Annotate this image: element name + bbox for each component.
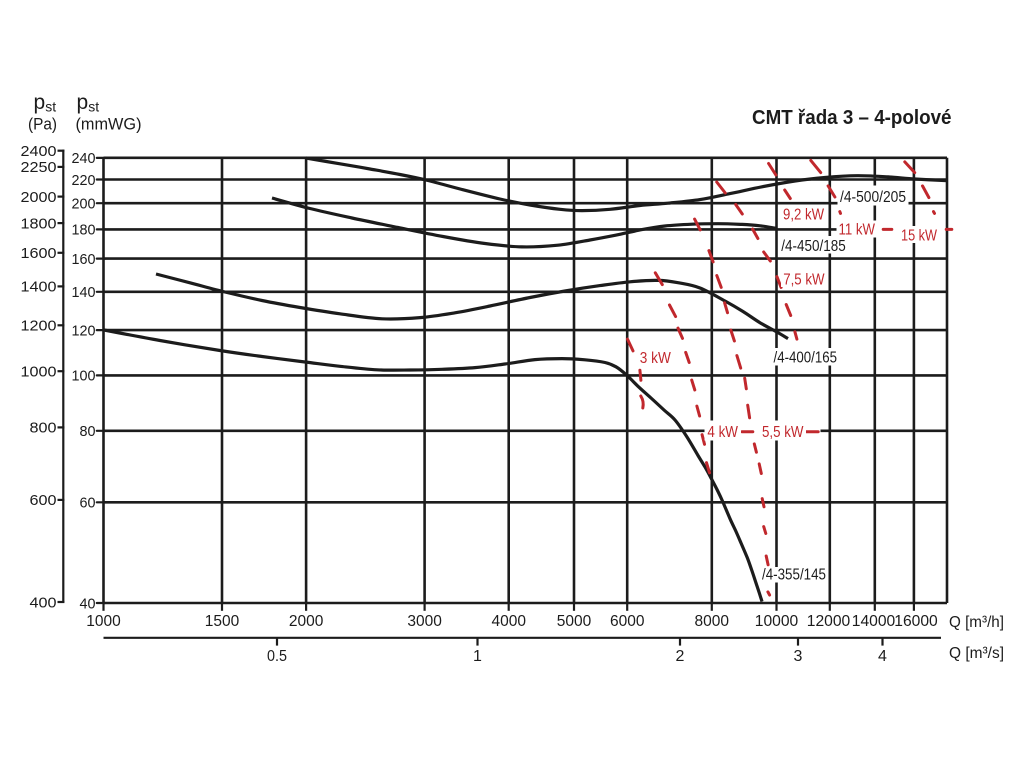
svg-text:3000: 3000 bbox=[407, 613, 442, 630]
svg-text:1400: 1400 bbox=[21, 279, 57, 296]
svg-text:3 kW: 3 kW bbox=[640, 350, 671, 367]
svg-text:/4-400/165: /4-400/165 bbox=[774, 350, 838, 367]
svg-text:6000: 6000 bbox=[610, 613, 645, 630]
svg-text:100: 100 bbox=[72, 368, 96, 385]
svg-text:400: 400 bbox=[30, 594, 57, 611]
svg-text:5000: 5000 bbox=[557, 613, 592, 630]
svg-text:1800: 1800 bbox=[21, 215, 57, 232]
svg-text:8000: 8000 bbox=[695, 613, 730, 630]
svg-text:0.5: 0.5 bbox=[267, 648, 287, 665]
svg-text:1500: 1500 bbox=[205, 613, 240, 630]
svg-text:/4-500/205: /4-500/205 bbox=[840, 189, 906, 206]
svg-text:80: 80 bbox=[80, 423, 96, 440]
svg-text:1: 1 bbox=[473, 648, 482, 665]
svg-text:200: 200 bbox=[72, 196, 96, 213]
svg-text:1000: 1000 bbox=[21, 364, 57, 381]
svg-text:2400: 2400 bbox=[21, 143, 57, 160]
svg-text:Q [m³/s]: Q [m³/s] bbox=[949, 645, 1004, 662]
svg-text:220: 220 bbox=[72, 172, 96, 189]
svg-text:16000: 16000 bbox=[894, 613, 938, 630]
svg-text:7,5 kW: 7,5 kW bbox=[783, 272, 825, 289]
svg-text:15 kW: 15 kW bbox=[901, 228, 937, 245]
svg-text:(Pa): (Pa) bbox=[28, 115, 57, 134]
svg-text:4 kW: 4 kW bbox=[707, 424, 738, 441]
svg-text:3: 3 bbox=[794, 648, 803, 665]
svg-text:1600: 1600 bbox=[21, 245, 57, 262]
svg-text:Q [m³/h]: Q [m³/h] bbox=[949, 614, 1004, 631]
svg-text:4: 4 bbox=[878, 648, 887, 665]
svg-text:(mmWG): (mmWG) bbox=[76, 115, 142, 134]
svg-text:2000: 2000 bbox=[21, 189, 57, 206]
svg-text:60: 60 bbox=[80, 495, 96, 512]
svg-text:1000: 1000 bbox=[86, 613, 121, 630]
svg-text:40: 40 bbox=[80, 595, 96, 612]
svg-text:12000: 12000 bbox=[807, 613, 851, 630]
svg-text:14000: 14000 bbox=[852, 613, 896, 630]
svg-text:140: 140 bbox=[72, 284, 96, 301]
svg-text:2000: 2000 bbox=[289, 613, 324, 630]
svg-text:4000: 4000 bbox=[491, 613, 526, 630]
svg-text:CMT řada 3 – 4-polové: CMT řada 3 – 4-polové bbox=[752, 106, 952, 129]
svg-text:2: 2 bbox=[676, 648, 685, 665]
svg-text:180: 180 bbox=[72, 222, 96, 239]
svg-text:600: 600 bbox=[30, 492, 57, 509]
svg-text:800: 800 bbox=[30, 420, 57, 437]
svg-text:120: 120 bbox=[72, 322, 96, 339]
svg-text:2250: 2250 bbox=[21, 159, 57, 176]
svg-text:11 kW: 11 kW bbox=[839, 222, 876, 239]
svg-text:/4-355/145: /4-355/145 bbox=[762, 567, 826, 584]
svg-text:/4-450/185: /4-450/185 bbox=[781, 238, 846, 255]
svg-text:240: 240 bbox=[72, 150, 96, 167]
svg-text:9,2 kW: 9,2 kW bbox=[783, 207, 824, 224]
svg-text:160: 160 bbox=[72, 251, 96, 268]
svg-text:1200: 1200 bbox=[21, 318, 57, 335]
svg-text:10000: 10000 bbox=[755, 613, 799, 630]
svg-text:5,5 kW: 5,5 kW bbox=[762, 424, 804, 441]
